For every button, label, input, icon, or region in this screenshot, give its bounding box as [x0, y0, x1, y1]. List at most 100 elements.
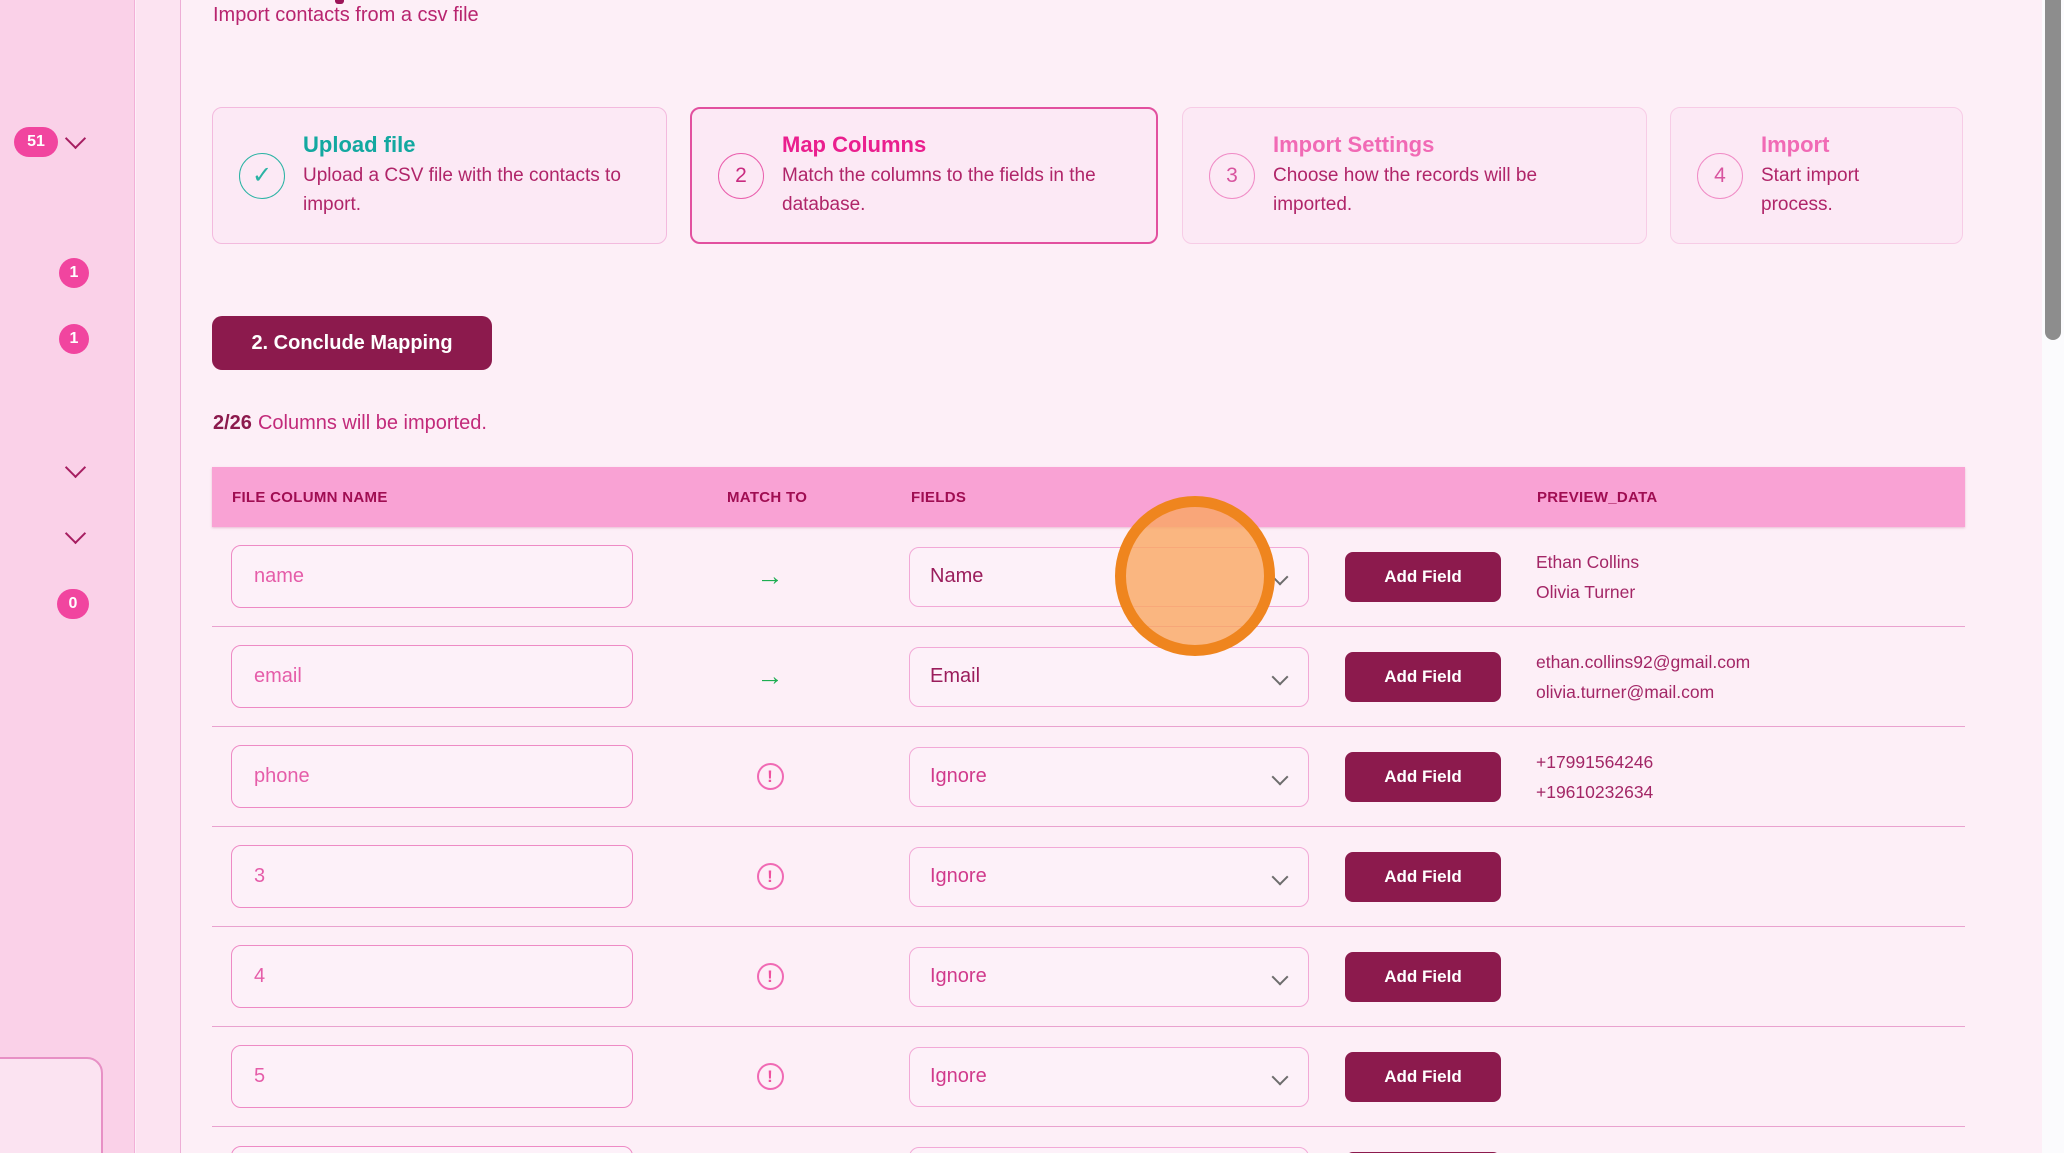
page-subtitle: Import contacts from a csv file [213, 4, 479, 26]
count-badge: 1 [59, 324, 89, 354]
clipped-page-title-fragment [335, 0, 344, 4]
header-file-column-name: FILE COLUMN NAME [232, 488, 388, 506]
field-select-value: Ignore [930, 765, 987, 787]
import-summary: 2/26 Columns will be imported. [213, 412, 487, 435]
file-column-name-input[interactable] [231, 1145, 633, 1153]
chevron-down-icon[interactable] [64, 456, 87, 479]
table-row: → ! Ignore Add Field +17991564246 +196102… [212, 727, 1965, 827]
field-select-value: Ignore [930, 865, 987, 887]
column-mapping-table: FILE COLUMN NAME MATCH TO FIELDS PREVIEW… [212, 467, 1965, 1153]
preview-line: +19610232634 [1536, 781, 1654, 802]
match-status: → ! [690, 563, 850, 590]
match-warning-icon: ! [756, 763, 784, 790]
step-number: 3 [1209, 152, 1255, 199]
file-column-name-input[interactable] [231, 745, 633, 808]
field-select[interactable]: Ignore [909, 746, 1309, 807]
chevron-down-icon[interactable] [64, 127, 87, 150]
scrollbar-thumb[interactable] [2045, 0, 2061, 340]
field-select-value: Email [930, 665, 981, 687]
preview-line: olivia.turner@mail.com [1536, 681, 1715, 702]
add-field-button[interactable]: Add Field [1345, 851, 1501, 902]
step-card-import[interactable]: 4 Import Start import process. [1670, 107, 1963, 244]
check-icon: ✓ [239, 152, 285, 199]
table-header: FILE COLUMN NAME MATCH TO FIELDS PREVIEW… [212, 467, 1965, 527]
chevron-down-icon [1271, 968, 1289, 985]
step-title: Import Settings [1273, 132, 1435, 157]
step-card-map-columns[interactable]: 2 Map Columns Match the columns to the f… [690, 107, 1158, 244]
step-card-upload-file[interactable]: ✓ Upload file Upload a CSV file with the… [212, 107, 667, 244]
preview-line: Olivia Turner [1536, 581, 1636, 602]
header-preview-data: PREVIEW_DATA [1537, 488, 1658, 506]
step-card-import-settings[interactable]: 3 Import Settings Choose how the records… [1182, 107, 1647, 244]
preview-data: +17991564246 +19610232634 [1536, 747, 1965, 807]
add-field-button[interactable]: Add Field [1345, 651, 1501, 702]
file-column-name-input[interactable] [231, 945, 633, 1008]
scrollbar-track [2042, 0, 2064, 1153]
preview-line: +17991564246 [1536, 751, 1654, 772]
table-row: → ! Ignore Add Field [212, 827, 1965, 927]
header-match-to: MATCH TO [727, 488, 808, 506]
step-description: Upload a CSV file with the contacts to i… [303, 165, 621, 215]
preview-line: ethan.collins92@gmail.com [1536, 651, 1751, 672]
match-status: → ! [690, 963, 850, 990]
main-content: Import contacts from a csv file ✓ Upload… [182, 0, 2042, 1153]
sidebar-rail: 51 1 1 0 [0, 0, 135, 1153]
preview-line: Ethan Collins [1536, 551, 1640, 572]
match-warning-icon: ! [756, 963, 784, 990]
chevron-down-icon[interactable] [64, 522, 87, 545]
add-field-button[interactable]: Add Field [1345, 951, 1501, 1002]
step-description: Choose how the records will be imported. [1273, 165, 1538, 215]
field-select[interactable] [909, 1147, 1309, 1153]
file-column-name-input[interactable] [231, 545, 633, 608]
field-select[interactable]: Name [909, 546, 1309, 607]
file-column-name-input[interactable] [231, 1045, 633, 1108]
add-field-button[interactable]: Add Field [1345, 751, 1501, 802]
preview-data: Ethan Collins Olivia Turner [1536, 547, 1965, 607]
field-select-value: Ignore [930, 965, 987, 987]
import-summary-text: Columns will be imported. [257, 412, 487, 434]
preview-data: ethan.collins92@gmail.com olivia.turner@m… [1536, 647, 1965, 707]
header-fields: FIELDS [911, 488, 967, 506]
chevron-down-icon [1271, 868, 1289, 885]
step-title: Map Columns [782, 132, 927, 157]
field-select[interactable]: Ignore [909, 946, 1309, 1007]
count-badge: 51 [14, 127, 58, 157]
chevron-down-icon [1271, 1068, 1289, 1085]
match-status: → ! [690, 663, 850, 690]
chevron-down-icon [1271, 668, 1289, 685]
chevron-down-icon [1271, 768, 1289, 785]
step-number: 2 [718, 152, 764, 199]
table-row: → ! Email Add Field ethan.collins92@gmai… [212, 627, 1965, 727]
step-description: Start import process. [1761, 165, 1860, 215]
match-arrow-icon: → [756, 561, 784, 591]
match-arrow-icon: → [756, 661, 784, 691]
table-row: → ! Add Field [212, 1127, 1965, 1153]
step-number: 4 [1697, 152, 1743, 199]
field-select[interactable]: Ignore [909, 1046, 1309, 1107]
table-rows: → ! Name Add Field Ethan Collins Olivia T… [212, 527, 1965, 1153]
step-title: Import [1761, 132, 1830, 157]
field-select-value: Ignore [930, 1065, 987, 1087]
add-field-button[interactable]: Add Field [1345, 1051, 1501, 1102]
field-select[interactable]: Ignore [909, 846, 1309, 907]
sidebar-popover [0, 1057, 103, 1153]
file-column-name-input[interactable] [231, 645, 633, 708]
step-title: Upload file [303, 132, 416, 157]
table-row: → ! Ignore Add Field [212, 1027, 1965, 1127]
table-row: → ! Ignore Add Field [212, 927, 1965, 1027]
count-badge: 0 [57, 589, 89, 619]
table-row: → ! Name Add Field Ethan Collins Olivia T… [212, 527, 1965, 627]
add-field-button[interactable]: Add Field [1345, 551, 1501, 602]
field-select-value: Name [930, 565, 984, 587]
match-status: → ! [690, 863, 850, 890]
file-column-name-input[interactable] [231, 845, 633, 908]
import-count: 2/26 [213, 412, 252, 434]
count-badge: 1 [59, 258, 89, 288]
field-select[interactable]: Email [909, 646, 1309, 707]
conclude-mapping-button[interactable]: 2. Conclude Mapping [212, 316, 492, 370]
match-warning-icon: ! [756, 863, 784, 890]
sidebar-secondary-strip [136, 0, 181, 1153]
step-description: Match the columns to the fields in the d… [782, 165, 1096, 215]
chevron-down-icon [1271, 568, 1289, 585]
match-warning-icon: ! [756, 1063, 784, 1090]
